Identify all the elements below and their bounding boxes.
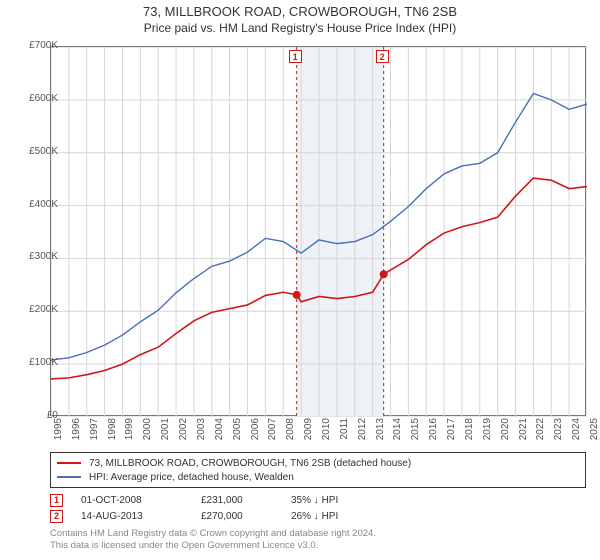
legend-swatch xyxy=(57,476,81,478)
x-tick-label: 2002 xyxy=(178,418,189,448)
legend: 73, MILLBROOK ROAD, CROWBOROUGH, TN6 2SB… xyxy=(50,452,586,488)
x-tick-label: 1997 xyxy=(89,418,100,448)
x-tick-label: 2016 xyxy=(428,418,439,448)
sale-date: 14-AUG-2013 xyxy=(81,511,201,522)
title-block: 73, MILLBROOK ROAD, CROWBOROUGH, TN6 2SB… xyxy=(0,0,600,35)
chart-container: 73, MILLBROOK ROAD, CROWBOROUGH, TN6 2SB… xyxy=(0,0,600,560)
x-tick-label: 2023 xyxy=(553,418,564,448)
sale-row: 1 01-OCT-2008 £231,000 35% ↓ HPI xyxy=(50,492,381,508)
x-tick-label: 2019 xyxy=(482,418,493,448)
sale-delta: 35% ↓ HPI xyxy=(291,495,381,506)
y-tick-label: £700K xyxy=(8,40,58,51)
y-tick-label: £100K xyxy=(8,357,58,368)
x-tick-label: 2022 xyxy=(535,418,546,448)
x-tick-label: 2024 xyxy=(571,418,582,448)
y-tick-label: £500K xyxy=(8,146,58,157)
chart-svg xyxy=(51,47,587,417)
x-tick-label: 2006 xyxy=(250,418,261,448)
y-tick-label: £0 xyxy=(8,410,58,421)
chart-sale-marker: 2 xyxy=(376,50,389,63)
y-tick-label: £200K xyxy=(8,304,58,315)
sale-marker-icon: 1 xyxy=(50,494,63,507)
legend-label: 73, MILLBROOK ROAD, CROWBOROUGH, TN6 2SB… xyxy=(89,458,411,469)
y-tick-label: £600K xyxy=(8,93,58,104)
x-tick-label: 2015 xyxy=(410,418,421,448)
x-tick-label: 2017 xyxy=(446,418,457,448)
legend-item: HPI: Average price, detached house, Weal… xyxy=(57,470,579,484)
x-tick-label: 2025 xyxy=(589,418,600,448)
x-tick-label: 2003 xyxy=(196,418,207,448)
footer-line: This data is licensed under the Open Gov… xyxy=(50,540,376,552)
x-tick-label: 2010 xyxy=(321,418,332,448)
x-tick-label: 2009 xyxy=(303,418,314,448)
y-tick-label: £400K xyxy=(8,199,58,210)
chart-sale-marker: 1 xyxy=(289,50,302,63)
x-tick-label: 2004 xyxy=(214,418,225,448)
x-tick-label: 2000 xyxy=(142,418,153,448)
footer-line: Contains HM Land Registry data © Crown c… xyxy=(50,528,376,540)
x-tick-label: 2018 xyxy=(464,418,475,448)
sales-table: 1 01-OCT-2008 £231,000 35% ↓ HPI 2 14-AU… xyxy=(50,492,381,524)
x-tick-label: 2020 xyxy=(500,418,511,448)
sale-row: 2 14-AUG-2013 £270,000 26% ↓ HPI xyxy=(50,508,381,524)
legend-swatch xyxy=(57,462,81,464)
x-tick-label: 1999 xyxy=(124,418,135,448)
legend-label: HPI: Average price, detached house, Weal… xyxy=(89,472,294,483)
x-tick-label: 1998 xyxy=(107,418,118,448)
sale-delta: 26% ↓ HPI xyxy=(291,511,381,522)
x-tick-label: 2007 xyxy=(267,418,278,448)
x-tick-label: 1995 xyxy=(53,418,64,448)
y-tick-label: £300K xyxy=(8,251,58,262)
x-tick-label: 2013 xyxy=(375,418,386,448)
x-tick-label: 2012 xyxy=(357,418,368,448)
legend-item: 73, MILLBROOK ROAD, CROWBOROUGH, TN6 2SB… xyxy=(57,456,579,470)
chart-title: 73, MILLBROOK ROAD, CROWBOROUGH, TN6 2SB xyxy=(0,4,600,19)
chart-plot-area xyxy=(50,46,586,416)
x-tick-label: 2021 xyxy=(518,418,529,448)
sale-marker-icon: 2 xyxy=(50,510,63,523)
footer-attribution: Contains HM Land Registry data © Crown c… xyxy=(50,528,376,552)
sale-price: £270,000 xyxy=(201,511,291,522)
x-tick-label: 2005 xyxy=(232,418,243,448)
chart-subtitle: Price paid vs. HM Land Registry's House … xyxy=(0,21,600,35)
sale-price: £231,000 xyxy=(201,495,291,506)
x-tick-label: 2008 xyxy=(285,418,296,448)
x-tick-label: 2001 xyxy=(160,418,171,448)
x-tick-label: 2014 xyxy=(392,418,403,448)
x-tick-label: 2011 xyxy=(339,418,350,448)
sale-date: 01-OCT-2008 xyxy=(81,495,201,506)
x-tick-label: 1996 xyxy=(71,418,82,448)
